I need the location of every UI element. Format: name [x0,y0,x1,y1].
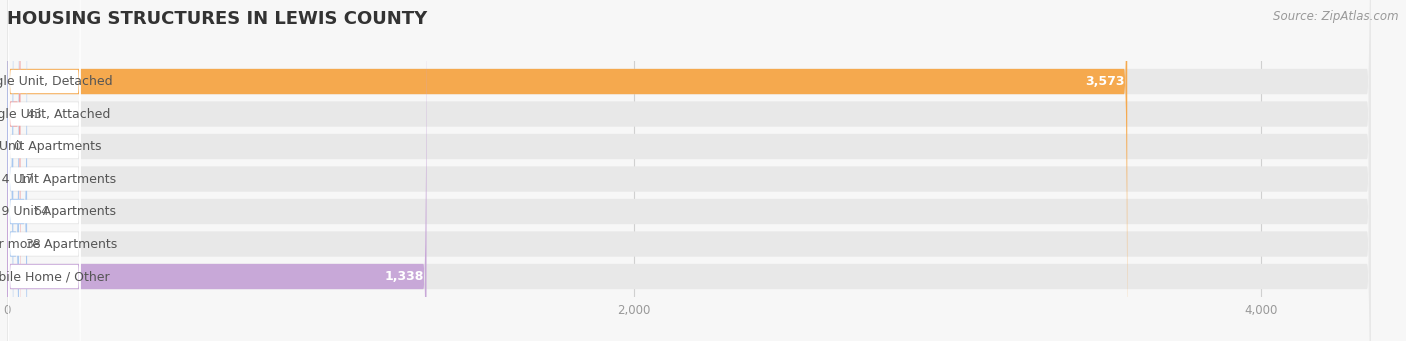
Text: 3,573: 3,573 [1085,75,1125,88]
FancyBboxPatch shape [7,0,21,341]
FancyBboxPatch shape [7,0,426,341]
Text: 17: 17 [18,173,35,186]
Text: HOUSING STRUCTURES IN LEWIS COUNTY: HOUSING STRUCTURES IN LEWIS COUNTY [7,10,427,28]
Text: 0: 0 [13,140,21,153]
Text: Single Unit, Detached: Single Unit, Detached [0,75,112,88]
Text: 5 to 9 Unit Apartments: 5 to 9 Unit Apartments [0,205,115,218]
FancyBboxPatch shape [7,0,27,341]
Text: Mobile Home / Other: Mobile Home / Other [0,270,110,283]
FancyBboxPatch shape [7,0,1371,341]
FancyBboxPatch shape [8,0,80,341]
FancyBboxPatch shape [7,0,18,341]
FancyBboxPatch shape [8,0,80,341]
Text: 64: 64 [34,205,49,218]
FancyBboxPatch shape [7,0,1371,341]
FancyBboxPatch shape [8,28,80,341]
Text: Source: ZipAtlas.com: Source: ZipAtlas.com [1274,10,1399,23]
FancyBboxPatch shape [7,0,1371,341]
FancyBboxPatch shape [8,0,80,330]
Text: 38: 38 [25,238,41,251]
FancyBboxPatch shape [8,0,80,341]
FancyBboxPatch shape [7,0,13,341]
Text: 2 Unit Apartments: 2 Unit Apartments [0,140,101,153]
Text: 43: 43 [27,107,42,120]
FancyBboxPatch shape [8,0,80,341]
FancyBboxPatch shape [7,0,1371,341]
FancyBboxPatch shape [8,0,80,341]
Text: Single Unit, Attached: Single Unit, Attached [0,107,111,120]
FancyBboxPatch shape [7,0,1371,341]
Text: 10 or more Apartments: 10 or more Apartments [0,238,118,251]
Text: 3 or 4 Unit Apartments: 3 or 4 Unit Apartments [0,173,115,186]
FancyBboxPatch shape [7,0,1371,341]
Text: 1,338: 1,338 [385,270,425,283]
FancyBboxPatch shape [7,0,1371,341]
FancyBboxPatch shape [7,0,1128,341]
